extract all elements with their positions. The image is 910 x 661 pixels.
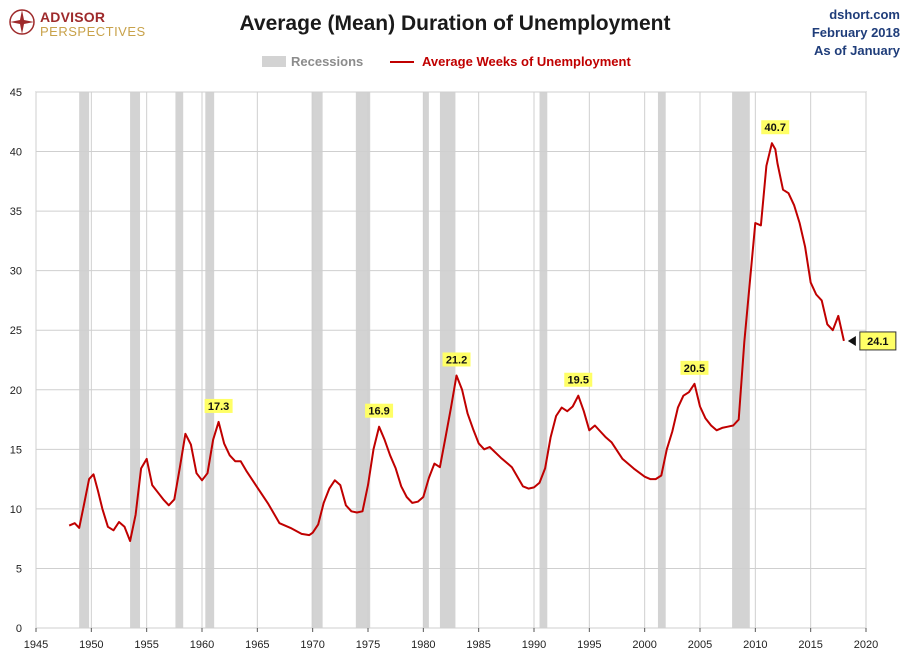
logo-text-advisor: ADVISOR <box>40 9 106 25</box>
recession-band-2 <box>175 92 184 628</box>
advisor-perspectives-logo: ADVISOR PERSPECTIVES <box>8 6 145 40</box>
y-tick-label-40: 40 <box>10 147 22 159</box>
annotation-box-21.2 <box>442 352 471 367</box>
annotation-label-16.9: 16.9 <box>368 406 389 418</box>
recession-band-6 <box>423 92 429 628</box>
logo-text-perspectives: PERSPECTIVES <box>40 24 146 39</box>
source-date: February 2018 <box>811 25 900 40</box>
x-tick-label-1955: 1955 <box>134 639 158 651</box>
annotation-label-17.3: 17.3 <box>208 401 229 413</box>
x-tick-label-1995: 1995 <box>577 639 601 651</box>
y-tick-label-0: 0 <box>16 623 22 635</box>
y-tick-label-10: 10 <box>10 504 22 516</box>
y-tick-label-20: 20 <box>10 385 22 397</box>
last-value-box <box>859 331 897 351</box>
series-line-0 <box>68 142 845 542</box>
annotation-box-16.9 <box>365 403 394 418</box>
last-value-pointer-icon <box>847 335 856 346</box>
recession-band-0 <box>79 92 90 628</box>
x-tick-label-2005: 2005 <box>688 639 712 651</box>
y-tick-label-15: 15 <box>10 444 22 456</box>
annotation-label-40.7: 40.7 <box>765 122 786 134</box>
source-info: dshort.com February 2018 As of January <box>812 6 900 60</box>
source-asof: As of January <box>814 43 900 58</box>
x-tick-label-1960: 1960 <box>190 639 214 651</box>
source-site: dshort.com <box>829 7 900 22</box>
recession-band-1 <box>130 92 141 628</box>
chart-title: Average (Mean) Duration of Unemployment <box>239 12 671 35</box>
last-value-label: 24.1 <box>867 336 888 348</box>
y-tick-label-30: 30 <box>10 266 22 278</box>
annotation-box-17.3 <box>204 398 233 413</box>
y-tick-label-5: 5 <box>16 563 22 575</box>
x-tick-label-2015: 2015 <box>798 639 822 651</box>
y-tick-label-35: 35 <box>10 206 22 218</box>
x-tick-label-1985: 1985 <box>466 639 490 651</box>
x-tick-label-1950: 1950 <box>79 639 103 651</box>
annotation-label-21.2: 21.2 <box>446 354 467 366</box>
annotation-box-19.5 <box>564 372 593 387</box>
x-tick-label-1990: 1990 <box>522 639 546 651</box>
x-tick-label-2010: 2010 <box>743 639 767 651</box>
legend-recession-swatch <box>262 56 286 67</box>
y-tick-label-45: 45 <box>10 87 22 99</box>
annotation-box-20.5 <box>680 360 709 375</box>
x-tick-label-1965: 1965 <box>245 639 269 651</box>
recession-band-9 <box>657 92 666 628</box>
x-tick-label-2020: 2020 <box>854 639 878 651</box>
x-tick-label-2000: 2000 <box>632 639 656 651</box>
y-tick-label-25: 25 <box>10 325 22 337</box>
recession-band-10 <box>732 92 750 628</box>
annotation-label-19.5: 19.5 <box>568 375 589 387</box>
legend-series-label: Average Weeks of Unemployment <box>422 54 631 69</box>
legend-series-swatch <box>390 61 414 63</box>
x-tick-label-1980: 1980 <box>411 639 435 651</box>
x-tick-label-1970: 1970 <box>300 639 324 651</box>
recession-band-4 <box>311 92 323 628</box>
x-tick-label-1975: 1975 <box>356 639 380 651</box>
recession-band-3 <box>205 92 215 628</box>
x-tick-label-1945: 1945 <box>24 639 48 651</box>
annotation-box-40.7 <box>761 120 790 135</box>
recession-band-8 <box>539 92 548 628</box>
annotation-label-20.5: 20.5 <box>684 363 705 375</box>
legend-recession-label: Recessions <box>291 54 364 69</box>
compass-star-icon <box>9 9 35 35</box>
